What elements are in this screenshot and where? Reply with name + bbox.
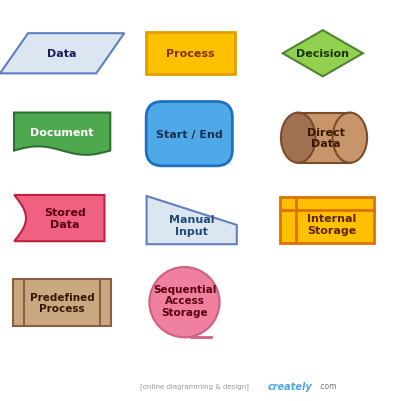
- Bar: [13, 280, 111, 326]
- Text: .com: .com: [318, 381, 337, 390]
- Text: Internal
Storage: Internal Storage: [307, 213, 356, 235]
- Text: Process: Process: [166, 49, 215, 59]
- Text: Decision: Decision: [296, 49, 349, 59]
- Polygon shape: [14, 113, 110, 155]
- Circle shape: [149, 267, 220, 338]
- Polygon shape: [146, 196, 237, 245]
- Text: Data: Data: [47, 49, 77, 59]
- Ellipse shape: [333, 113, 367, 164]
- Polygon shape: [14, 195, 104, 241]
- Text: Manual
Input: Manual Input: [169, 215, 215, 236]
- Bar: [298, 113, 350, 164]
- Text: Start / End: Start / End: [156, 130, 223, 139]
- Bar: [146, 33, 235, 75]
- Ellipse shape: [281, 113, 315, 164]
- FancyBboxPatch shape: [146, 102, 233, 166]
- Text: Predefined
Process: Predefined Process: [30, 292, 95, 314]
- Text: creately: creately: [268, 381, 313, 391]
- Polygon shape: [283, 31, 363, 77]
- Polygon shape: [0, 34, 124, 74]
- Text: Direct
Data: Direct Data: [307, 128, 345, 149]
- Text: Sequential
Access
Storage: Sequential Access Storage: [153, 284, 216, 317]
- Text: Stored
Data: Stored Data: [44, 208, 86, 229]
- Text: Document: Document: [30, 127, 94, 137]
- Text: [online diagramming & design]: [online diagramming & design]: [140, 383, 249, 389]
- Bar: [280, 197, 374, 243]
